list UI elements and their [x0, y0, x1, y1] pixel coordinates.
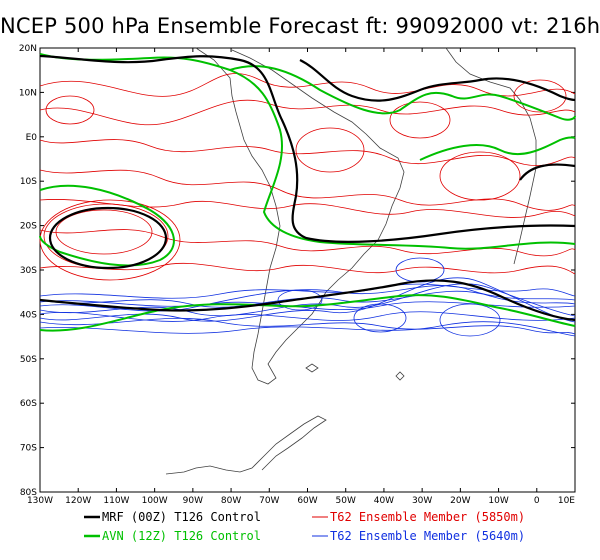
lat-label-30s: 30S: [20, 266, 37, 276]
series-avn-control: [39, 53, 576, 332]
falklands: [305, 363, 319, 373]
antarctic-peninsula-coast: [165, 415, 327, 475]
south-america-coast: [195, 47, 405, 385]
south-georgia: [395, 371, 405, 381]
lat-label-10n: 10N: [19, 88, 37, 98]
cutoff-low-red-6: [513, 79, 567, 113]
contour-mrf-north: [299, 59, 576, 102]
lon-label-90w: 90W: [183, 496, 203, 506]
latitude-labels: 20N 10N E0 10S 20S 30S 40S 50S 60S 70S 80S: [19, 44, 37, 498]
contour-avn-north: [229, 65, 576, 121]
lat-label-10s: 10S: [20, 177, 37, 187]
series-mrf-control: [39, 54, 576, 322]
lon-label-130w: 130W: [27, 496, 53, 506]
contour-mrf-5640: [39, 279, 576, 322]
contour-5640-c: [39, 277, 576, 323]
lon-label-100w: 100W: [142, 496, 168, 506]
legend: MRF (00Z) T126 Control T62 Ensemble Memb…: [84, 510, 525, 543]
contour-5850-g: [39, 262, 576, 275]
longitude-labels: 130W 120W 110W 100W 90W 80W 70W 60W 50W 40W 30W 20W…: [27, 496, 575, 506]
contour-5850-e: [39, 229, 576, 257]
cutoff-low-mrf: [48, 206, 168, 270]
coastlines: [165, 47, 537, 475]
lon-label-10w: 10W: [488, 496, 508, 506]
lon-label-110w: 110W: [103, 496, 129, 506]
lat-label-e0: E0: [26, 133, 38, 143]
contour-mrf-5850: [39, 54, 576, 243]
lat-label-80s: 80S: [20, 488, 37, 498]
series-member-5850: [39, 73, 576, 281]
lat-label-50s: 50S: [20, 355, 37, 365]
lat-label-20n: 20N: [19, 44, 37, 54]
lat-label-20s: 20S: [20, 222, 37, 232]
lat-label-70s: 70S: [20, 444, 37, 454]
cutoff-low-red-7: [389, 101, 451, 139]
legend-label-avn: AVN (12Z) T126 Control: [102, 529, 261, 543]
lon-label-50w: 50W: [336, 496, 356, 506]
contour-avn-5640: [39, 294, 576, 332]
contour-5850-d: [39, 169, 576, 211]
contour-mrf-east: [519, 163, 576, 181]
map-title: NCEP 500 hPa Ensemble Forecast ft: 99092…: [0, 14, 600, 38]
cutoff-low-blue-2: [439, 303, 501, 337]
lon-label-0: 0: [534, 496, 540, 506]
cutoff-low-red-3: [39, 199, 181, 281]
cutoff-low-red-4: [295, 127, 365, 173]
lat-label-60s: 60S: [20, 399, 37, 409]
contour-5640-e: [39, 317, 576, 335]
cutoff-low-red-5: [439, 151, 521, 201]
contour-avn-east: [419, 136, 576, 161]
lon-label-60w: 60W: [297, 496, 317, 506]
lat-label-40s: 40S: [20, 310, 37, 320]
lon-label-10e: 10E: [558, 496, 575, 506]
lon-label-30w: 30W: [412, 496, 432, 506]
contour-5640-g: [39, 311, 576, 322]
lon-label-120w: 120W: [65, 496, 91, 506]
lon-label-70w: 70W: [259, 496, 279, 506]
cutoff-low-red-2: [55, 209, 153, 255]
africa-coast: [445, 47, 537, 265]
lon-label-40w: 40W: [374, 496, 394, 506]
cutoff-low-blue-4: [277, 289, 323, 311]
legend-label-mrf: MRF (00Z) T126 Control: [102, 510, 261, 524]
lon-label-20w: 20W: [450, 496, 470, 506]
cutoff-low-blue-3: [353, 303, 407, 333]
contour-5640-i: [39, 321, 576, 337]
contour-avn-5850: [39, 53, 576, 250]
cutoff-low-red-8: [45, 95, 95, 125]
legend-label-5640: T62 Ensemble Member (5640m): [330, 529, 525, 543]
legend-label-5850: T62 Ensemble Member (5850m): [330, 510, 525, 524]
lon-label-80w: 80W: [221, 496, 241, 506]
contour-5850-b: [39, 99, 576, 126]
contour-5640-d: [39, 285, 576, 312]
contour-5850-a: [39, 73, 576, 97]
